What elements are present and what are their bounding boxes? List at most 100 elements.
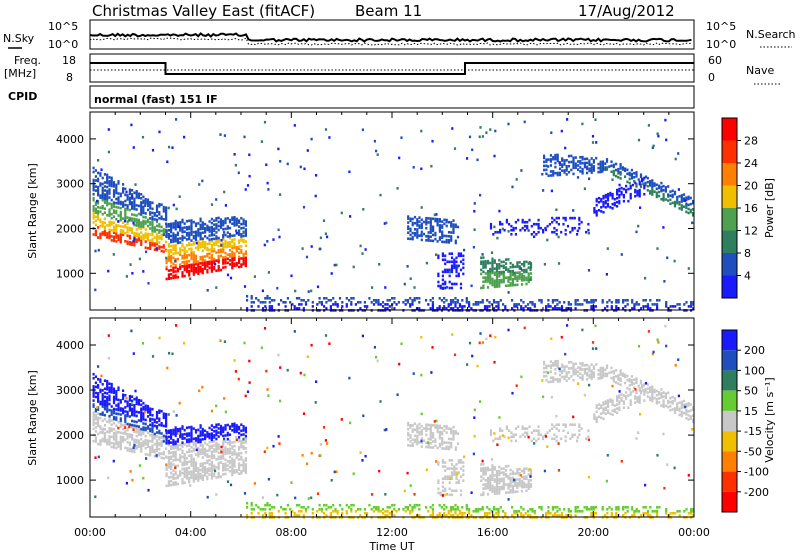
range-gate-cell bbox=[217, 445, 220, 449]
range-gate-cell bbox=[125, 190, 128, 194]
range-gate-cell bbox=[141, 135, 145, 139]
range-gate-cell bbox=[133, 450, 136, 454]
range-gate-cell bbox=[208, 234, 211, 237]
range-gate-cell bbox=[224, 241, 227, 245]
range-gate-cell bbox=[409, 444, 412, 447]
range-gate-cell bbox=[452, 229, 455, 232]
range-gate-cell bbox=[238, 261, 241, 265]
range-gate-cell bbox=[452, 508, 455, 511]
range-gate-cell bbox=[174, 276, 177, 279]
range-gate-cell bbox=[651, 187, 654, 190]
range-gate-cell bbox=[509, 478, 512, 482]
range-gate-cell bbox=[452, 438, 455, 441]
range-gate-cell bbox=[635, 508, 638, 511]
range-gate-cell bbox=[535, 233, 538, 236]
range-gate-cell bbox=[454, 510, 457, 513]
range-gate-cell bbox=[549, 366, 552, 369]
range-gate-cell bbox=[194, 453, 198, 456]
range-gate-cell bbox=[619, 165, 622, 168]
range-gate-cell bbox=[126, 206, 129, 209]
range-gate-cell bbox=[388, 305, 391, 308]
range-gate-cell bbox=[586, 378, 589, 381]
range-gate-cell bbox=[558, 167, 562, 171]
range-gate-cell bbox=[453, 471, 456, 474]
range-gate-cell bbox=[425, 235, 428, 238]
range-gate-cell bbox=[489, 222, 493, 226]
range-gate-cell bbox=[181, 234, 184, 238]
range-gate-cell bbox=[122, 409, 125, 413]
range-gate-cell bbox=[185, 256, 189, 259]
range-gate-cell bbox=[585, 508, 588, 511]
range-gate-cell bbox=[565, 375, 568, 378]
range-gate-cell bbox=[129, 263, 132, 266]
range-gate-cell bbox=[445, 238, 448, 242]
range-gate-cell bbox=[687, 195, 690, 199]
range-gate-cell bbox=[511, 470, 514, 474]
range-gate-cell bbox=[590, 157, 593, 160]
range-gate-cell bbox=[453, 258, 456, 262]
range-gate-cell bbox=[131, 272, 134, 275]
range-gate-cell bbox=[115, 201, 118, 205]
range-gate-cell bbox=[456, 225, 460, 229]
range-gate-cell bbox=[523, 274, 526, 278]
range-gate-cell bbox=[238, 229, 241, 232]
range-gate-cell bbox=[235, 249, 238, 253]
range-gate-cell bbox=[259, 301, 262, 304]
range-gate-cell bbox=[246, 307, 249, 310]
range-gate-cell bbox=[115, 185, 118, 189]
range-gate-cell bbox=[543, 370, 546, 374]
range-gate-cell bbox=[438, 512, 441, 515]
range-gate-cell bbox=[201, 225, 204, 228]
range-gate-cell bbox=[530, 439, 533, 443]
range-gate-cell bbox=[567, 170, 571, 174]
range-gate-cell bbox=[590, 169, 593, 172]
range-gate-cell bbox=[153, 420, 156, 424]
noise-left-tick-top: 10^5 bbox=[48, 20, 78, 33]
range-gate-cell bbox=[649, 182, 652, 185]
range-gate-cell bbox=[662, 199, 665, 202]
range-gate-cell bbox=[501, 429, 504, 432]
range-gate-cell bbox=[140, 407, 143, 411]
range-gate-cell bbox=[450, 221, 453, 224]
range-gate-cell bbox=[555, 439, 558, 443]
range-gate-cell bbox=[548, 222, 551, 226]
range-gate-cell bbox=[497, 303, 500, 306]
range-gate-cell bbox=[418, 503, 421, 507]
range-gate-cell bbox=[493, 480, 496, 483]
range-gate-cell bbox=[649, 514, 652, 517]
range-gate-cell bbox=[642, 178, 645, 182]
range-gate-cell bbox=[420, 445, 423, 448]
range-gate-cell bbox=[294, 289, 297, 293]
range-gate-cell bbox=[455, 471, 458, 474]
range-gate-cell bbox=[564, 228, 567, 232]
range-gate-cell bbox=[332, 297, 335, 300]
range-gate-cell bbox=[498, 281, 501, 284]
range-gate-cell bbox=[381, 301, 385, 304]
range-gate-cell bbox=[179, 447, 182, 451]
range-gate-cell bbox=[206, 228, 209, 232]
range-gate-cell bbox=[135, 234, 138, 237]
range-gate-cell bbox=[176, 275, 179, 279]
range-gate-cell bbox=[498, 471, 501, 475]
range-gate-cell bbox=[542, 230, 545, 234]
range-gate-cell bbox=[231, 250, 234, 254]
noise-right-tick-bottom: 10^0 bbox=[706, 38, 736, 51]
range-gate-cell bbox=[518, 277, 521, 280]
range-gate-cell bbox=[474, 510, 477, 513]
range-gate-cell bbox=[242, 220, 245, 224]
range-gate-cell bbox=[224, 265, 227, 269]
range-gate-cell bbox=[179, 263, 182, 266]
range-gate-cell bbox=[489, 433, 493, 437]
range-gate-cell bbox=[142, 444, 145, 448]
range-gate-cell bbox=[649, 299, 652, 302]
range-gate-cell bbox=[160, 409, 163, 413]
range-gate-cell bbox=[520, 305, 523, 308]
range-gate-cell bbox=[329, 506, 332, 509]
range-gate-cell bbox=[557, 235, 560, 239]
range-gate-cell bbox=[229, 276, 233, 280]
range-gate-cell bbox=[580, 427, 583, 430]
range-gate-cell bbox=[167, 435, 170, 439]
range-gate-cell bbox=[491, 486, 494, 490]
